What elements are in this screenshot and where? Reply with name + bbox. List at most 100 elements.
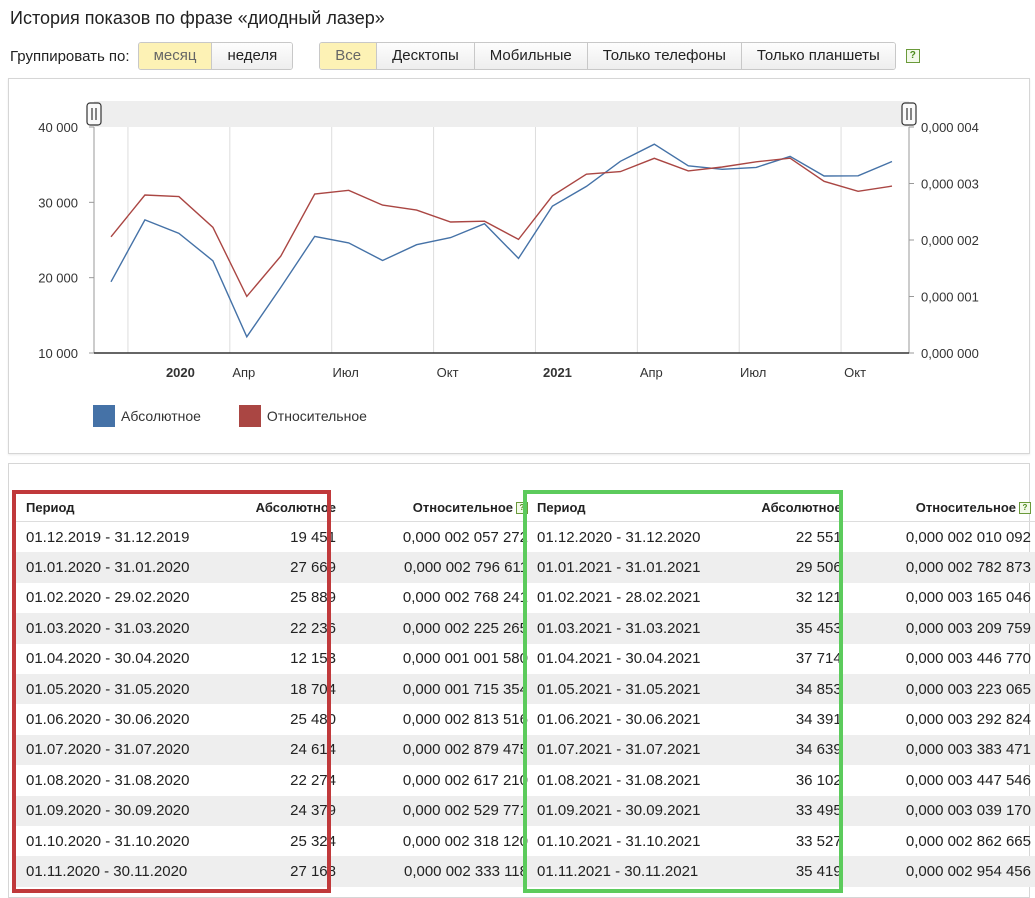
group-by-toggle: месяц неделя	[137, 42, 294, 70]
period-cell: 01.06.2021 - 30.06.2021	[537, 711, 701, 729]
absolute-cell: 25 324	[290, 832, 336, 850]
group-week-button[interactable]: неделя	[212, 43, 293, 69]
absolute-cell: 25 889	[290, 589, 336, 607]
relative-cell: 0,000 002 225 265	[348, 613, 532, 644]
y-left-tick-label: 20 000	[38, 271, 78, 286]
filter-tablets-button[interactable]: Только планшеты	[741, 43, 895, 69]
absolute-cell: 33 495	[732, 795, 854, 826]
absolute-cell: 35 453	[732, 613, 854, 644]
legend-item-absolute[interactable]: Абсолютное	[93, 405, 201, 427]
header-absolute[interactable]: Абсолютное	[732, 493, 854, 522]
relative-cell: 0,000 003 447 546	[905, 771, 1031, 789]
table-row: 01.04.2020 - 30.04.2020 12 153 0,000 001 0…	[16, 644, 532, 674]
period-cell: 01.01.2021 - 31.01.2021	[527, 552, 733, 583]
range-handle-right[interactable]	[901, 102, 917, 126]
header-relative-label: Относительное	[915, 499, 1016, 515]
table-row: 01.03.2020 - 31.03.2020 22 236 0,000 002 2…	[16, 613, 532, 644]
period-cell: 01.09.2020 - 30.09.2020	[16, 795, 226, 826]
relative-cell: 0,000 003 039 170	[853, 795, 1035, 826]
table-row: 01.03.2021 - 31.03.2021 35 453 0,000 003 2…	[527, 613, 1035, 644]
relative-cell: 0,000 003 223 065	[853, 673, 1035, 705]
group-month-button[interactable]: месяц	[138, 43, 213, 69]
stats-table-left: Период Абсолютное Относительное? 01.12.2…	[16, 493, 532, 887]
table-row: 01.04.2021 - 30.04.2021 37 714 0,000 003 4…	[527, 644, 1035, 674]
period-cell: 01.01.2020 - 31.01.2020	[16, 552, 226, 583]
absolute-cell: 25 480	[290, 711, 336, 729]
filter-mobile-button[interactable]: Мобильные	[474, 43, 588, 69]
range-handle-left[interactable]	[86, 102, 102, 126]
period-cell: 01.03.2021 - 31.03.2021	[527, 613, 733, 644]
period-cell: 01.10.2021 - 31.10.2021	[537, 832, 701, 850]
absolute-cell: 34 853	[732, 673, 854, 705]
header-period[interactable]: Период	[527, 493, 733, 522]
relative-cell: 0,000 003 165 046	[905, 589, 1031, 607]
relative-cell: 0,000 002 879 475	[348, 734, 532, 766]
absolute-cell: 36 102	[795, 771, 842, 789]
stats-table-right: Период Абсолютное Относительное? 01.12.2…	[527, 493, 1035, 887]
absolute-cell: 34 391	[795, 711, 842, 729]
period-cell: 01.05.2020 - 31.05.2020	[16, 673, 226, 705]
table-row: 01.05.2021 - 31.05.2021 34 853 0,000 003 2…	[527, 673, 1035, 705]
group-by-label: Группировать по:	[10, 47, 130, 65]
absolute-cell: 22 551	[795, 528, 842, 546]
x-tick-label: Июл	[740, 365, 766, 380]
y-right-tick-label: 0,000 004	[921, 120, 979, 135]
table-row: 01.10.2020 - 31.10.2020 25 324 0,000 002 3…	[16, 826, 532, 856]
table-header-row: Период Абсолютное Относительное?	[527, 493, 1035, 522]
absolute-cell: 37 714	[795, 650, 842, 668]
table-row: 01.09.2021 - 30.09.2021 33 495 0,000 003 0…	[527, 795, 1035, 826]
table-row: 01.08.2021 - 31.08.2021 36 102 0,000 003 4…	[527, 765, 1035, 795]
y-right-tick-label: 0,000 002	[921, 233, 979, 248]
device-filter-toggle: Все Десктопы Мобильные Только телефоны Т…	[319, 42, 896, 70]
relative-cell: 0,000 002 862 665	[905, 832, 1031, 850]
table-row: 01.07.2020 - 31.07.2020 24 614 0,000 002 8…	[16, 734, 532, 766]
range-navigator	[94, 101, 909, 127]
y-right-tick-label: 0,000 001	[921, 290, 979, 305]
period-cell: 01.12.2020 - 31.12.2020	[537, 528, 701, 546]
table-row: 01.01.2021 - 31.01.2021 29 506 0,000 002 7…	[527, 552, 1035, 583]
relative-cell: 0,000 003 209 759	[853, 613, 1035, 644]
table-row: 01.09.2020 - 30.09.2020 24 379 0,000 002 5…	[16, 795, 532, 826]
period-cell: 01.12.2019 - 31.12.2019	[26, 528, 190, 546]
absolute-cell: 29 506	[732, 552, 854, 583]
table-row: 01.02.2020 - 29.02.2020 25 889 0,000 002 7…	[16, 583, 532, 613]
period-cell: 01.02.2021 - 28.02.2021	[537, 589, 701, 607]
table-row: 01.11.2020 - 30.11.2020 27 168 0,000 002 3…	[16, 856, 532, 887]
plot-area	[94, 127, 909, 353]
table-row: 01.06.2020 - 30.06.2020 25 480 0,000 002 8…	[16, 704, 532, 734]
help-icon[interactable]: ?	[905, 49, 920, 63]
highlight-frame-2021	[523, 490, 843, 893]
period-cell: 01.02.2020 - 29.02.2020	[26, 589, 190, 607]
header-relative[interactable]: Относительное?	[853, 493, 1035, 522]
period-cell: 01.04.2021 - 30.04.2021	[537, 650, 701, 668]
header-relative[interactable]: Относительное?	[348, 493, 532, 522]
table-row: 01.08.2020 - 31.08.2020 22 274 0,000 002 6…	[16, 765, 532, 795]
table-row: 01.07.2021 - 31.07.2021 34 639 0,000 003 3…	[527, 734, 1035, 766]
help-icon[interactable]: ?	[1019, 502, 1031, 515]
absolute-cell: 12 153	[290, 650, 336, 668]
y-left-tick-label: 10 000	[38, 346, 78, 361]
absolute-cell: 32 121	[795, 589, 842, 607]
absolute-cell: 34 639	[732, 734, 854, 766]
chart-legend: Абсолютное Относительное	[93, 405, 405, 427]
y-right-tick-label: 0,000 000	[921, 346, 979, 361]
period-cell: 01.08.2020 - 31.08.2020	[26, 771, 190, 789]
period-cell: 01.10.2020 - 31.10.2020	[26, 832, 190, 850]
filter-phones-button[interactable]: Только телефоны	[587, 43, 742, 69]
filter-desktops-button[interactable]: Десктопы	[377, 43, 475, 69]
x-tick-label: Окт	[437, 365, 459, 380]
x-tick-label: Апр	[640, 365, 663, 380]
header-period[interactable]: Период	[16, 493, 226, 522]
legend-item-relative[interactable]: Относительное	[238, 405, 367, 427]
absolute-cell: 33 527	[795, 832, 842, 850]
relative-cell: 0,000 002 954 456	[853, 856, 1035, 887]
period-cell: 01.11.2021 - 30.11.2021	[527, 856, 733, 887]
period-cell: 01.05.2021 - 31.05.2021	[527, 673, 733, 705]
legend-label-relative: Относительное	[266, 408, 367, 424]
filter-all-button[interactable]: Все	[320, 43, 378, 69]
period-cell: 01.03.2020 - 31.03.2020	[16, 613, 226, 644]
series-line-absolute	[110, 143, 893, 339]
x-tick-label: Июл	[333, 365, 359, 380]
relative-cell: 0,000 002 529 771	[348, 795, 532, 826]
table-row: 01.02.2021 - 28.02.2021 32 121 0,000 003 1…	[527, 583, 1035, 613]
